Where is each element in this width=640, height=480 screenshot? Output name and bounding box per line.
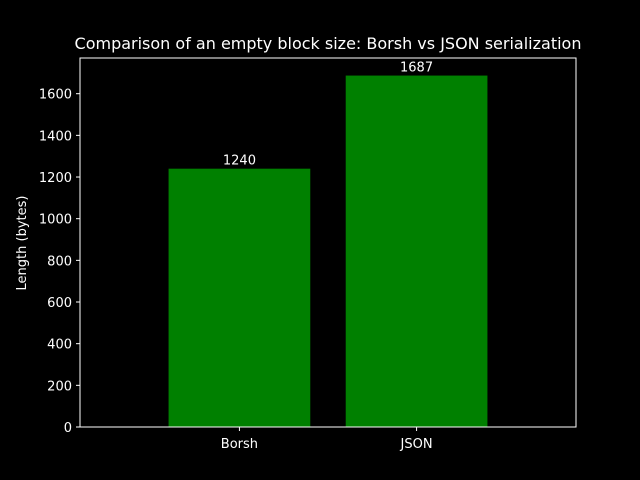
x-axis-ticks: Borsh JSON: [221, 427, 433, 452]
y-tick-label-200: 200: [47, 379, 72, 394]
bars-group: [168, 75, 488, 428]
y-tick-label-0: 0: [64, 421, 72, 436]
bar-json: [345, 75, 488, 428]
y-tick-label-600: 600: [47, 296, 72, 311]
y-tick-label-800: 800: [47, 254, 72, 269]
data-label-json: 1687: [400, 61, 433, 76]
y-tick-label-400: 400: [47, 338, 72, 353]
data-labels-group: 1240 1687: [223, 61, 433, 169]
data-label-borsh: 1240: [223, 154, 256, 169]
bar-borsh: [168, 168, 311, 427]
y-axis-ticks: 0 200 400 600 800 1000 1200 1400 1600: [39, 88, 80, 436]
y-tick-label-1600: 1600: [39, 88, 72, 103]
y-tick-label-1200: 1200: [39, 171, 72, 186]
x-tick-label-json: JSON: [400, 437, 433, 452]
chart-title: Comparison of an empty block size: Borsh…: [75, 34, 582, 53]
y-tick-label-1000: 1000: [39, 213, 72, 228]
y-axis-label: Length (bytes): [15, 196, 30, 291]
plot-frame: [79, 57, 577, 428]
y-tick-label-1400: 1400: [39, 129, 72, 144]
x-tick-label-borsh: Borsh: [221, 437, 258, 452]
